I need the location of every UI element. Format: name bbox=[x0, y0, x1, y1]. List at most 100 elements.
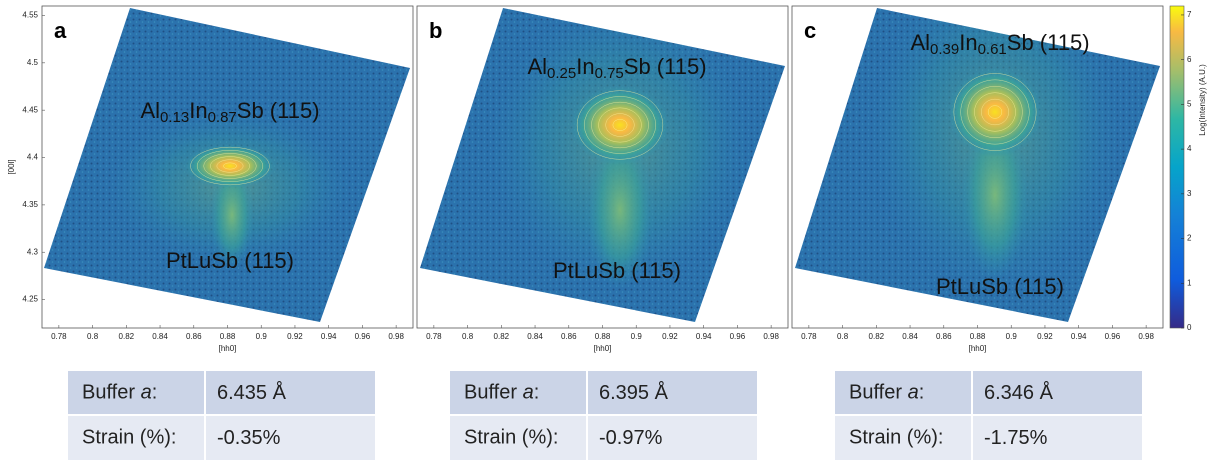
contour bbox=[987, 105, 1003, 119]
x-tick-label: 0.94 bbox=[696, 332, 712, 341]
map-intensity bbox=[870, 8, 1120, 290]
colorbar-tick-label: 6 bbox=[1187, 55, 1192, 64]
contour bbox=[584, 96, 656, 154]
contour bbox=[223, 162, 237, 170]
table-row bbox=[68, 415, 375, 460]
x-tick-label: 0.96 bbox=[730, 332, 746, 341]
x-tick-label: 0.86 bbox=[561, 332, 577, 341]
x-tick-label: 0.78 bbox=[801, 332, 817, 341]
contour bbox=[210, 156, 250, 176]
contour bbox=[960, 79, 1030, 145]
x-tick-label: 0.8 bbox=[837, 332, 849, 341]
x-tick-label: 0.98 bbox=[388, 332, 404, 341]
peak-blob bbox=[570, 85, 670, 165]
table-cell: Strain (%): bbox=[82, 427, 176, 449]
x-axis-label: [hh0] bbox=[969, 344, 987, 353]
x-tick-label: 0.98 bbox=[1138, 332, 1154, 341]
x-tick-label: 0.92 bbox=[662, 332, 678, 341]
x-tick-label: 0.88 bbox=[220, 332, 236, 341]
colorbar-label: Log(Intensity) (A.U.) bbox=[1198, 64, 1207, 136]
contour bbox=[216, 159, 244, 173]
contour bbox=[190, 146, 270, 186]
annotation: Al0.25In0.75Sb (115) bbox=[527, 54, 706, 82]
contour bbox=[981, 98, 1009, 126]
colorbar-tick-label: 7 bbox=[1187, 10, 1192, 19]
x-axis-label: [hh0] bbox=[219, 344, 237, 353]
table-row bbox=[450, 415, 757, 460]
y-axis-label: [00l] bbox=[7, 159, 16, 174]
x-tick-label: 0.82 bbox=[119, 332, 135, 341]
map-intensity bbox=[110, 109, 350, 270]
x-tick-label: 0.96 bbox=[1105, 332, 1121, 341]
colorbar-tick-label: 5 bbox=[1187, 99, 1192, 108]
contour bbox=[953, 73, 1037, 151]
table-cell: 6.346 Å bbox=[984, 381, 1054, 404]
table-cell: 6.395 Å bbox=[599, 381, 669, 404]
x-tick-label: 0.82 bbox=[494, 332, 510, 341]
table-cell: -0.97% bbox=[599, 427, 663, 449]
x-axis-label: [hh0] bbox=[594, 344, 612, 353]
contour bbox=[974, 92, 1016, 132]
table-cell: -0.35% bbox=[217, 427, 281, 449]
panel-label: a bbox=[54, 18, 67, 43]
table-cell: Buffer a: bbox=[849, 382, 924, 404]
x-tick-label: 0.94 bbox=[1071, 332, 1087, 341]
peak-blob bbox=[947, 67, 1043, 157]
colorbar-tick-label: 4 bbox=[1187, 144, 1192, 153]
x-tick-label: 0.92 bbox=[1037, 332, 1053, 341]
x-tick-label: 0.84 bbox=[152, 332, 168, 341]
panel-label: b bbox=[429, 18, 442, 43]
x-tick-label: 0.82 bbox=[869, 332, 885, 341]
colorbar-tick-label: 2 bbox=[1187, 234, 1192, 243]
colorbar-tick-label: 0 bbox=[1187, 323, 1192, 332]
annotation: PtLuSb (115) bbox=[936, 274, 1064, 299]
x-tick-label: 0.78 bbox=[51, 332, 67, 341]
annotation: Al0.39In0.61Sb (115) bbox=[910, 30, 1089, 58]
panel-label: c bbox=[804, 18, 816, 43]
table-cell: Buffer a: bbox=[464, 382, 539, 404]
x-tick-label: 0.88 bbox=[970, 332, 986, 341]
table-cell: Buffer a: bbox=[82, 382, 157, 404]
contour bbox=[967, 86, 1023, 138]
table-row bbox=[68, 370, 375, 415]
contour bbox=[576, 90, 664, 160]
table-row bbox=[450, 370, 757, 415]
y-tick-label: 4.25 bbox=[22, 295, 38, 304]
y-tick-label: 4.4 bbox=[27, 153, 39, 162]
colorbar-tick-label: 1 bbox=[1187, 278, 1192, 287]
contour bbox=[591, 101, 649, 149]
x-tick-label: 0.96 bbox=[355, 332, 371, 341]
map-intensity bbox=[490, 8, 750, 290]
table-cell: Strain (%): bbox=[464, 427, 558, 449]
colorbar bbox=[1169, 5, 1185, 329]
tail-blob bbox=[586, 130, 654, 290]
y-tick-label: 4.3 bbox=[27, 247, 39, 256]
x-tick-label: 0.78 bbox=[426, 332, 442, 341]
annotation: PtLuSb (115) bbox=[553, 258, 681, 283]
peak-blob bbox=[184, 144, 276, 188]
x-tick-label: 0.84 bbox=[527, 332, 543, 341]
x-tick-label: 0.9 bbox=[256, 332, 268, 341]
annotation: Al0.13In0.87Sb (115) bbox=[140, 98, 319, 126]
x-tick-label: 0.92 bbox=[287, 332, 303, 341]
contour bbox=[196, 150, 264, 182]
table-row bbox=[835, 370, 1142, 415]
y-tick-label: 4.55 bbox=[22, 11, 38, 20]
table-row bbox=[835, 415, 1142, 460]
colorbar-tick-label: 3 bbox=[1187, 189, 1192, 198]
x-tick-label: 0.86 bbox=[186, 332, 202, 341]
contour bbox=[598, 107, 642, 143]
x-tick-label: 0.86 bbox=[936, 332, 952, 341]
x-tick-label: 0.84 bbox=[902, 332, 918, 341]
x-tick-label: 0.9 bbox=[631, 332, 643, 341]
contour bbox=[612, 119, 628, 131]
x-tick-label: 0.94 bbox=[321, 332, 337, 341]
y-tick-label: 4.45 bbox=[22, 105, 38, 114]
contour bbox=[203, 153, 257, 179]
y-tick-label: 4.35 bbox=[22, 200, 38, 209]
x-tick-label: 0.88 bbox=[595, 332, 611, 341]
annotation: PtLuSb (115) bbox=[166, 248, 294, 273]
table-cell: 6.435 Å bbox=[217, 381, 287, 404]
